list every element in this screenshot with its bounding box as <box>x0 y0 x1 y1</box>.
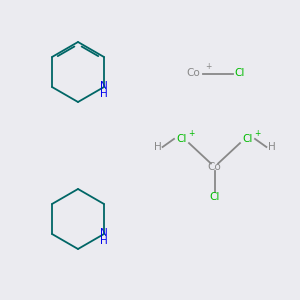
Text: H: H <box>154 142 161 152</box>
Text: Cl: Cl <box>242 134 253 145</box>
Text: +: + <box>254 129 261 138</box>
Text: N: N <box>100 228 108 238</box>
Text: N: N <box>100 81 108 91</box>
Text: H: H <box>100 89 108 99</box>
Text: Cl: Cl <box>209 191 220 202</box>
Text: Co: Co <box>187 68 200 79</box>
Text: +: + <box>188 129 195 138</box>
Text: H: H <box>100 236 108 246</box>
Text: H: H <box>268 142 275 152</box>
Text: Cl: Cl <box>176 134 187 145</box>
Text: +: + <box>205 62 211 71</box>
Text: Co: Co <box>208 161 221 172</box>
Text: Cl: Cl <box>235 68 245 79</box>
